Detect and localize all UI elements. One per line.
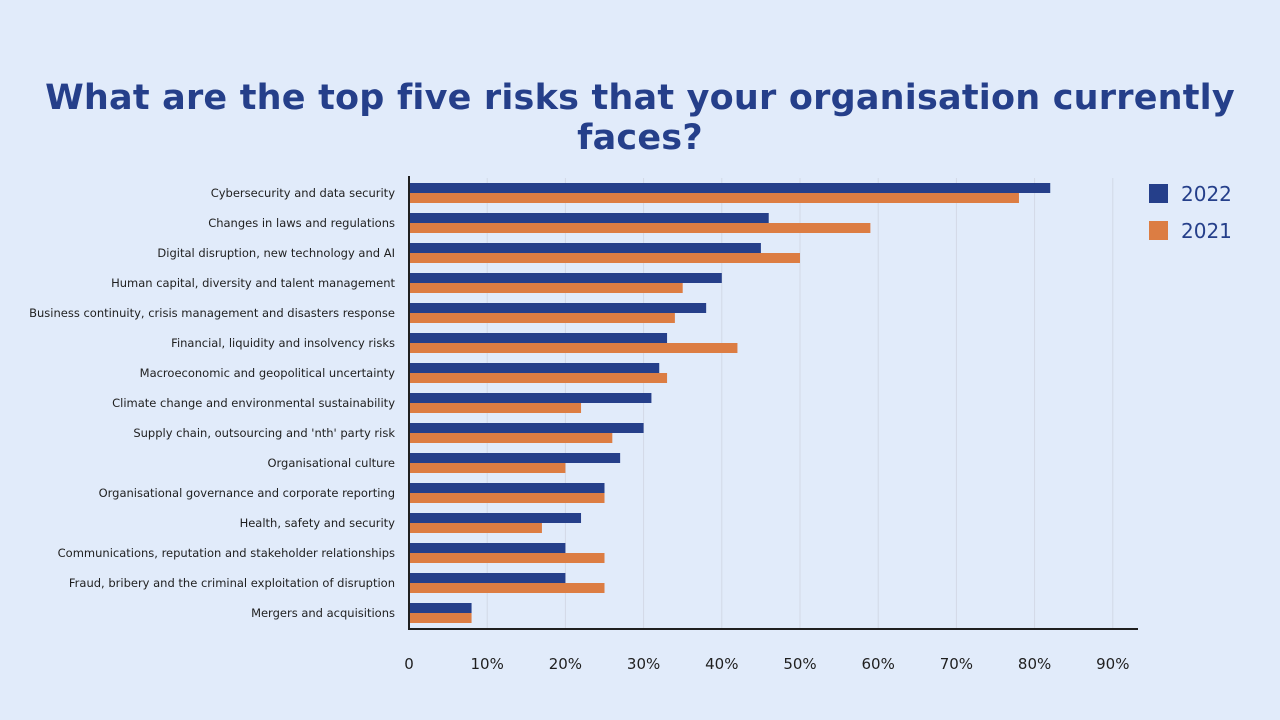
bar-2022-2	[409, 243, 761, 253]
x-tick-label: 30%	[627, 655, 660, 673]
bar-2021-12	[409, 553, 605, 563]
x-tick-label: 50%	[783, 655, 816, 673]
bar-2022-1	[409, 213, 769, 223]
category-label: Climate change and environmental sustain…	[112, 396, 395, 410]
category-label: Human capital, diversity and talent mana…	[111, 276, 395, 290]
bar-2022-11	[409, 513, 582, 523]
category-label: Cybersecurity and data security	[211, 186, 395, 200]
bars	[409, 183, 1051, 623]
bar-2022-5	[409, 333, 668, 343]
bar-2022-13	[409, 573, 566, 583]
bar-2021-6	[409, 373, 668, 383]
x-tick-label: 70%	[940, 655, 973, 673]
category-label: Financial, liquidity and insolvency risk…	[171, 336, 395, 350]
category-label: Business continuity, crisis management a…	[29, 306, 395, 320]
category-label: Communications, reputation and stakehold…	[58, 546, 395, 560]
bar-2021-7	[409, 403, 582, 413]
legend-label-2021: 2021	[1181, 219, 1232, 243]
category-label: Mergers and acquisitions	[251, 606, 395, 620]
x-tick-label: 40%	[705, 655, 738, 673]
bar-2022-6	[409, 363, 660, 373]
bar-2021-11	[409, 523, 542, 533]
bar-2022-9	[409, 453, 621, 463]
bar-2022-12	[409, 543, 566, 553]
x-tick-label: 90%	[1096, 655, 1129, 673]
bar-2022-7	[409, 393, 652, 403]
axes	[408, 176, 1138, 630]
legend-label-2022: 2022	[1181, 182, 1232, 206]
x-tick-labels: 0 10% 20% 30% 40% 50% 60% 70% 80% 90%	[404, 655, 1129, 673]
bar-2021-1	[409, 223, 871, 233]
category-label: Organisational governance and corporate …	[99, 486, 395, 500]
bar-2022-8	[409, 423, 644, 433]
bar-2021-10	[409, 493, 605, 503]
legend-swatch-2021	[1149, 221, 1168, 240]
bar-2021-14	[409, 613, 472, 623]
bar-2021-5	[409, 343, 738, 353]
bar-2022-14	[409, 603, 472, 613]
bar-2022-10	[409, 483, 605, 493]
bar-2021-4	[409, 313, 675, 323]
x-tick-label: 10%	[471, 655, 504, 673]
chart-title: What are the top five risks that your or…	[45, 78, 1235, 158]
category-label: Organisational culture	[267, 456, 395, 470]
category-labels: Cybersecurity and data security Changes i…	[29, 186, 395, 620]
bar-2021-8	[409, 433, 613, 443]
bar-2022-3	[409, 273, 722, 283]
bar-2021-9	[409, 463, 566, 473]
bar-2021-3	[409, 283, 683, 293]
bar-2022-4	[409, 303, 707, 313]
category-label: Supply chain, outsourcing and 'nth' part…	[133, 426, 395, 440]
category-label: Macroeconomic and geopolitical uncertain…	[140, 366, 396, 380]
bar-2021-2	[409, 253, 800, 263]
category-label: Fraud, bribery and the criminal exploita…	[69, 576, 395, 590]
bar-2022-0	[409, 183, 1051, 193]
x-tick-label: 60%	[862, 655, 895, 673]
legend-swatch-2022	[1149, 184, 1168, 203]
x-tick-label: 0	[404, 655, 414, 673]
category-label: Changes in laws and regulations	[208, 216, 395, 230]
bar-2021-0	[409, 193, 1019, 203]
x-tick-label: 20%	[549, 655, 582, 673]
category-label: Health, safety and security	[240, 516, 396, 530]
legend: 2022 2021	[1149, 182, 1232, 243]
x-tick-label: 80%	[1018, 655, 1051, 673]
category-label: Digital disruption, new technology and A…	[157, 246, 395, 260]
bar-2021-13	[409, 583, 605, 593]
